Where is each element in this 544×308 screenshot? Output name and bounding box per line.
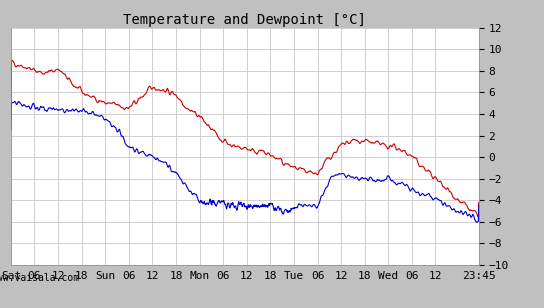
Title: Temperature and Dewpoint [°C]: Temperature and Dewpoint [°C] xyxy=(123,13,366,26)
Text: www.vaisala.com: www.vaisala.com xyxy=(0,273,79,283)
